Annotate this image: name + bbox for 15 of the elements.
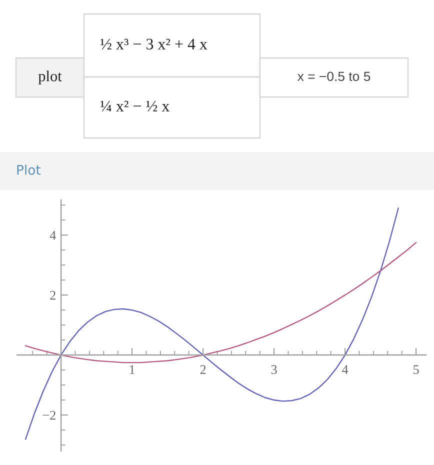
x-tick-label: 2	[200, 365, 206, 374]
text: x = −0.5 to 5	[297, 72, 370, 82]
x-tick-label: 1	[130, 365, 135, 374]
chart-title: Plot	[17, 164, 41, 175]
y-tick-label: 2	[50, 290, 56, 300]
line-series	[24, 242, 417, 364]
text: ¼ x² − ½ x	[100, 100, 170, 112]
line-series	[24, 208, 399, 440]
y-tick-label: 4	[50, 230, 56, 240]
text: ½ x³ − 3 x² + 4 x	[100, 38, 208, 50]
y-tick-label: −2	[42, 410, 56, 420]
x-tick-label: 4	[342, 365, 348, 374]
text: plot	[38, 70, 62, 84]
x-tick-label: 3	[271, 365, 277, 374]
x-tick-label: 5	[414, 365, 419, 374]
